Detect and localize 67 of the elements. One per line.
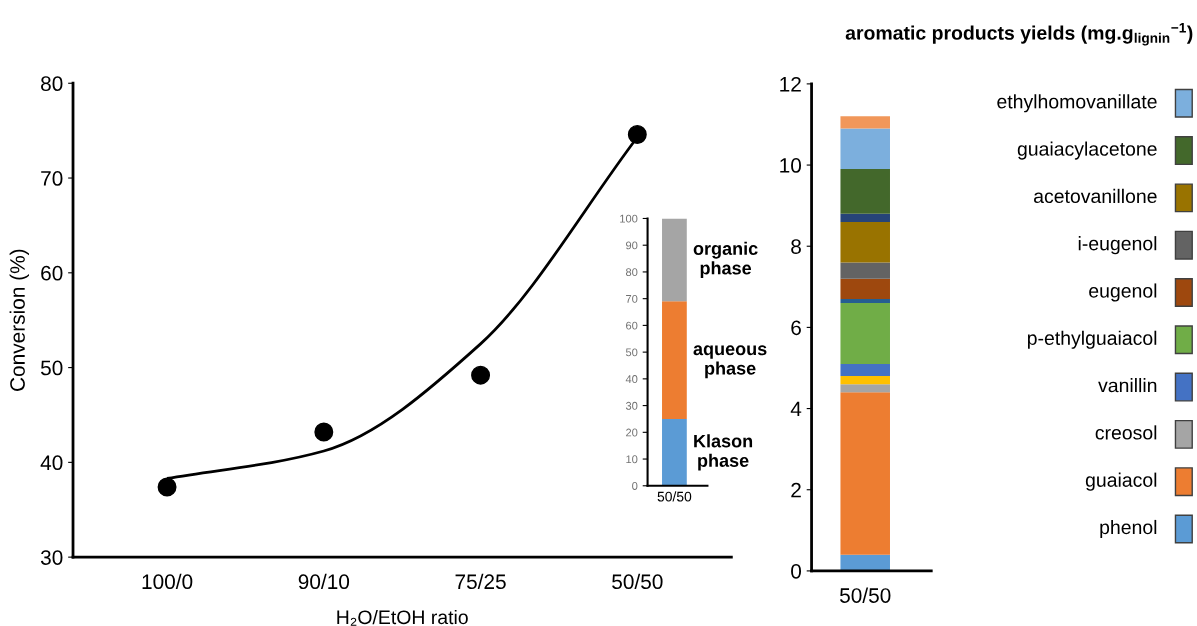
y-tick-label: 30 — [40, 550, 63, 565]
legend-label: p-ethylguaiacol — [1027, 330, 1157, 349]
y-tick-label: 10 — [626, 455, 638, 464]
bar — [662, 218, 687, 302]
x-axis-title: H₂O/EtOH ratio — [337, 609, 468, 626]
bar — [840, 262, 890, 279]
y-tick-label: 60 — [626, 321, 638, 330]
legend-label: acetovanillone — [1034, 188, 1157, 204]
y-tick-label: 50 — [625, 348, 638, 357]
series-label: aqueous phase — [693, 345, 767, 379]
y-tick-label: 70 — [41, 171, 63, 186]
x-tick-label: 100/0 — [142, 573, 193, 590]
y-tick-label: 80 — [625, 268, 638, 277]
legend-label: eugenol — [1089, 283, 1157, 302]
legend-title: aromatic products yields (mg.g$_{lignin}$$^{−1}$) — [845, 23, 1193, 46]
y-tick-label: 6 — [791, 320, 801, 336]
bar — [840, 384, 890, 393]
bar — [840, 169, 890, 214]
legend-label: ethylhomovanillate — [997, 94, 1157, 113]
bar — [840, 278, 890, 299]
bar — [840, 116, 890, 129]
point — [157, 477, 177, 497]
legend-label: phenol — [1100, 519, 1157, 539]
bar — [840, 213, 890, 222]
series-label: organic phase — [693, 241, 758, 279]
x-tick-label: 75/25 — [455, 573, 506, 590]
y-tick-label: 50 — [40, 360, 63, 376]
y-tick-label: 0 — [632, 482, 638, 490]
legend-label: i-eugenol — [1078, 236, 1157, 255]
point — [314, 422, 334, 442]
y-tick-label: 30 — [625, 401, 638, 410]
bar — [662, 301, 687, 419]
y-tick-label: 4 — [790, 401, 802, 417]
y-tick-label: 8 — [791, 239, 801, 254]
y-tick-label: 90 — [626, 241, 638, 250]
y-tick-label: 0 — [791, 563, 802, 579]
y-tick-label: 10 — [780, 158, 802, 173]
y-tick-label: 70 — [626, 294, 638, 303]
bar — [840, 128, 890, 170]
y-tick-label: 40 — [40, 455, 63, 471]
y-tick-label: 80 — [41, 76, 63, 92]
bar — [840, 392, 890, 555]
series-label: Klason phase — [694, 434, 753, 471]
bar — [840, 363, 890, 377]
bar — [840, 376, 890, 385]
y-axis-title: Conversion (%) — [9, 249, 29, 391]
legend-label: guaiacylacetone — [1017, 141, 1157, 160]
legend-label: creosol — [1095, 425, 1157, 440]
x-tick-label: 50/50 — [612, 573, 663, 590]
point — [471, 365, 491, 385]
y-tick-label: 100 — [620, 214, 638, 223]
legend-label: guaiacol — [1085, 472, 1157, 491]
y-tick-label: 2 — [791, 482, 801, 498]
point — [627, 124, 647, 144]
y-tick-label: 20 — [626, 428, 638, 437]
bar — [840, 554, 890, 571]
bar — [662, 418, 687, 486]
bar — [840, 221, 890, 263]
x-tick-label: 90/10 — [298, 573, 350, 590]
legend-label: vanillin — [1098, 378, 1157, 393]
bar — [840, 303, 890, 364]
x-tick-label: 50/50 — [657, 491, 692, 502]
y-tick-label: 12 — [780, 76, 801, 92]
x-tick-label: 50/50 — [839, 587, 891, 603]
y-tick-label: 40 — [625, 375, 638, 383]
y-tick-label: 60 — [41, 265, 63, 281]
bar — [840, 298, 890, 304]
